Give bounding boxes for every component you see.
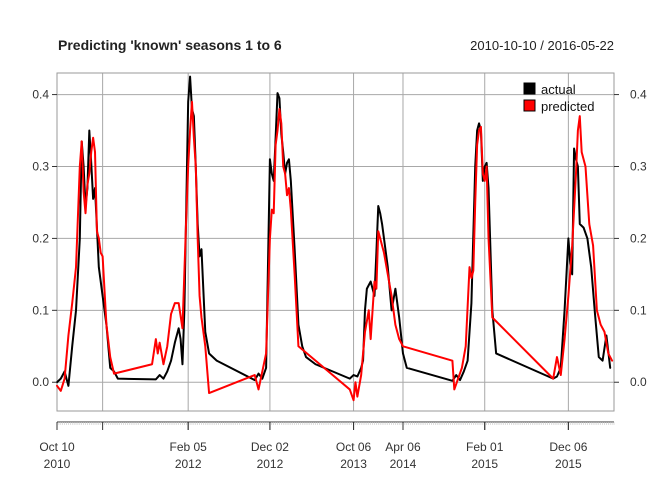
x-tick-label: Feb 05 <box>169 440 207 454</box>
series-line-predicted <box>56 100 614 402</box>
legend-swatch-actual <box>523 82 536 95</box>
y-tick-label-right: 0.1 <box>630 303 647 317</box>
chart-title: Predicting 'known' seasons 1 to 6 <box>58 37 282 53</box>
series-layer <box>56 75 614 402</box>
y-tick-label-right: 0.4 <box>630 88 647 102</box>
y-axis-left: 0.0 0.1 0.2 0.3 0.4 <box>32 88 57 389</box>
x-tick-label-year: 2015 <box>555 457 582 471</box>
legend-swatch-predicted <box>523 99 536 112</box>
x-tick-label: Oct 06 <box>336 440 372 454</box>
plot-frame <box>56 72 615 412</box>
x-tick-label: Dec 02 <box>251 440 289 454</box>
x-tick-label: Oct 10 <box>39 440 75 454</box>
series-line-actual <box>56 75 612 387</box>
y-tick-label-left: 0.0 <box>32 375 49 389</box>
y-tick-label-left: 0.2 <box>32 231 49 245</box>
x-tick-label-year: 2010 <box>44 457 71 471</box>
x-tick-label-year: 2012 <box>257 457 284 471</box>
y-tick-label-right: 0.3 <box>630 159 647 173</box>
x-tick-label-year: 2015 <box>471 457 498 471</box>
x-tick-label-year: 2013 <box>340 457 367 471</box>
y-tick-label-left: 0.3 <box>32 159 49 173</box>
grid <box>57 73 614 411</box>
x-tick-label-year: 2014 <box>390 457 417 471</box>
legend-label-predicted: predicted <box>541 99 594 114</box>
y-tick-label-left: 0.1 <box>32 303 49 317</box>
y-tick-label-left: 0.4 <box>32 88 49 102</box>
legend-label-actual: actual <box>541 82 576 97</box>
x-tick-label: Feb 01 <box>466 440 504 454</box>
x-axis: Oct 10 2010 Feb 05 2012 Dec 02 2012 Oct 06 2013… <box>39 421 615 471</box>
y-axis-right: 0.0 0.1 0.2 0.3 0.4 <box>614 88 647 389</box>
legend: actual predicted <box>523 82 594 114</box>
x-tick-label: Dec 06 <box>549 440 587 454</box>
x-tick-label-year: 2012 <box>175 457 202 471</box>
date-range-label: 2010-10-10 / 2016-05-22 <box>470 38 614 53</box>
x-tick-label: Apr 06 <box>385 440 421 454</box>
y-tick-label-right: 0.2 <box>630 231 647 245</box>
y-tick-label-right: 0.0 <box>630 375 647 389</box>
